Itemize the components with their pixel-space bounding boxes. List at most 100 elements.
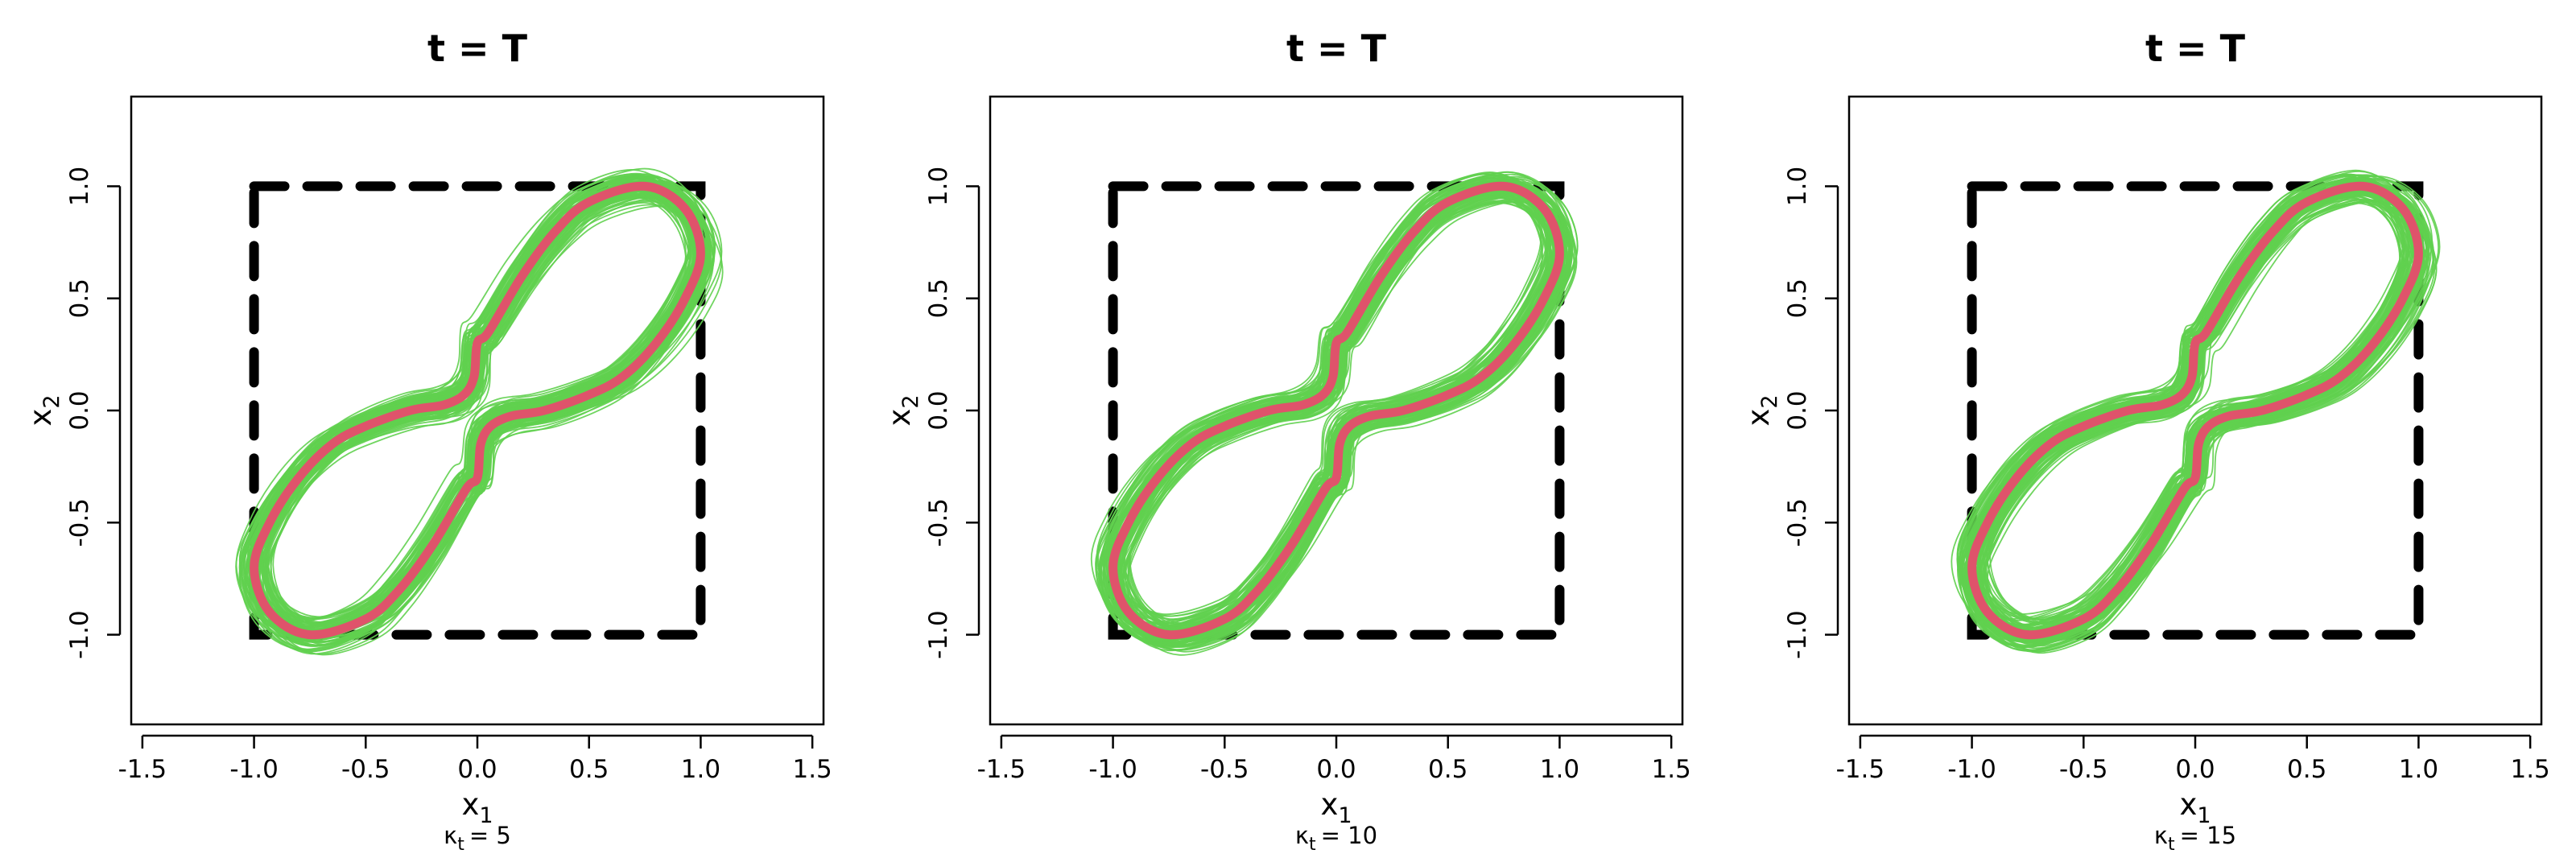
- ensemble-curve: [254, 177, 695, 633]
- ensemble-curve: [1965, 194, 2421, 643]
- ensemble-curve: [254, 188, 697, 636]
- ensemble-curve: [1968, 188, 2421, 646]
- ensemble-curve: [1108, 187, 1543, 638]
- ensemble-curve: [1971, 185, 2410, 642]
- x-tick-label: 1.5: [2510, 755, 2549, 784]
- x-tick-label: -1.5: [118, 755, 167, 784]
- ensemble-curve: [1963, 180, 2419, 643]
- ensemble-curve: [235, 194, 695, 638]
- ensemble-curve: [263, 176, 708, 637]
- ensemble-curve: [1965, 177, 2418, 640]
- ensemble-curve: [264, 173, 704, 634]
- ensemble-curve: [249, 180, 708, 620]
- ensemble-curve: [1102, 191, 1549, 647]
- ensemble-curve: [1099, 194, 1554, 634]
- ensemble-curve: [1129, 176, 1564, 630]
- panel-2: t = T -1.5 -1.0 -0.5 0.0 0.5 1.0 1.5 -1.0 -0.5 0.0…: [882, 27, 1691, 855]
- ensemble-curve: [257, 185, 704, 646]
- ensemble-curve: [1966, 196, 2401, 634]
- ensemble-curve: [1968, 183, 2420, 620]
- x-tick-label: -0.5: [2059, 755, 2108, 784]
- ensemble-curve: [1123, 181, 1571, 629]
- ensemble-curve: [1962, 181, 2407, 642]
- ensemble-curve: [248, 182, 709, 637]
- ensemble-curve: [248, 175, 705, 634]
- ensemble-curve: [1121, 177, 1573, 630]
- ensemble-curve: [266, 187, 710, 646]
- y-tick-label: -0.5: [924, 498, 953, 547]
- x-tick-label: -1.0: [1947, 755, 1996, 784]
- caption-kappa: κt = 10: [1295, 822, 1377, 855]
- x-tick-label: 1.5: [792, 755, 832, 784]
- ensemble-curve: [1982, 174, 2427, 635]
- ensemble-curve: [240, 184, 692, 640]
- caption-kappa: κt = 5: [444, 822, 511, 855]
- y-axis-label: x2: [1741, 394, 1782, 426]
- ensemble-curve: [252, 189, 706, 643]
- y-tick-label: 1.0: [65, 167, 94, 206]
- ensemble-curve: [1100, 200, 1557, 647]
- ensemble-curve: [1979, 188, 2419, 629]
- chart-title: t = T: [1286, 27, 1387, 70]
- ensemble-curve: [1109, 184, 1560, 636]
- ensemble-curve: [1958, 192, 2419, 632]
- plot-frame: [130, 95, 825, 726]
- y-tick-label: 0.0: [65, 390, 94, 430]
- ensemble-curve: [1967, 186, 2405, 637]
- chart-title: t = T: [2145, 27, 2246, 70]
- ensemble-curve: [1110, 188, 1554, 627]
- ensemble-curve: [1960, 192, 2418, 641]
- ensemble-curve: [262, 187, 706, 627]
- ensemble-curve: [1103, 184, 1563, 639]
- ensemble-curve: [1116, 188, 1557, 651]
- ensemble-curve: [245, 188, 703, 631]
- ensemble-curve: [1118, 175, 1579, 621]
- ensemble-curve: [1113, 171, 1575, 634]
- ensemble-curve: [1979, 189, 2424, 630]
- x-axis-label: x1: [2179, 787, 2211, 828]
- ensemble-curve: [1978, 185, 2430, 623]
- ensemble-curve: [1966, 188, 2405, 647]
- ensemble-curve: [1111, 187, 1572, 645]
- x-axis-label: x1: [461, 787, 493, 828]
- ensemble-curve: [1967, 199, 2421, 639]
- ensemble-curve: [1983, 175, 2441, 637]
- y-tick-label: -0.5: [1783, 498, 1812, 547]
- ensemble-curve: [1970, 183, 2417, 633]
- ensemble-curve: [1978, 177, 2440, 634]
- y-tick-label: 1.0: [924, 167, 953, 206]
- ensemble-curve: [1973, 179, 2434, 625]
- ensemble-curve: [1977, 176, 2421, 634]
- ensemble-curve: [1111, 183, 1571, 625]
- ensemble-curve: [1974, 192, 2429, 632]
- x-tick-label: 0.0: [1316, 755, 1356, 784]
- dashed-box: [1967, 181, 2424, 640]
- ensemble-curve: [1129, 187, 1571, 625]
- ensemble-curve: [1095, 196, 1548, 640]
- chart-title: t = T: [427, 27, 528, 70]
- ensemble-curve: [1103, 184, 1562, 640]
- x-tick-label: -0.5: [1200, 755, 1249, 784]
- ensemble-curve: [261, 180, 716, 618]
- ensemble-curve: [1958, 188, 2406, 649]
- ensemble-curve: [1100, 202, 1558, 645]
- ensemble-curve: [263, 205, 724, 643]
- ensemble-curve: [1117, 178, 1555, 630]
- y-tick-label: 0.0: [924, 390, 953, 430]
- ensemble-curve: [1969, 192, 2415, 639]
- x-tick-label: -1.0: [1088, 755, 1137, 784]
- x-tick-label: -0.5: [341, 755, 390, 784]
- y-axis-label: x2: [882, 394, 923, 426]
- ensemble-curve: [1973, 192, 2409, 638]
- ensemble-curve: [254, 180, 709, 632]
- y-tick-label: 1.0: [1783, 167, 1812, 206]
- panel-3: t = T -1.5 -1.0 -0.5 0.0 0.5 1.0 1.5 -1.0 -0.5 0.0…: [1741, 27, 2550, 855]
- ensemble-curves: [235, 167, 724, 656]
- x-tick-label: 0.0: [457, 755, 497, 784]
- ensemble-curve: [1974, 185, 2435, 637]
- y-tick-label: 0.0: [1783, 390, 1812, 430]
- ensemble-curve: [259, 184, 696, 625]
- ensemble-curve: [1117, 189, 1555, 641]
- ensemble-curve: [1966, 192, 2421, 630]
